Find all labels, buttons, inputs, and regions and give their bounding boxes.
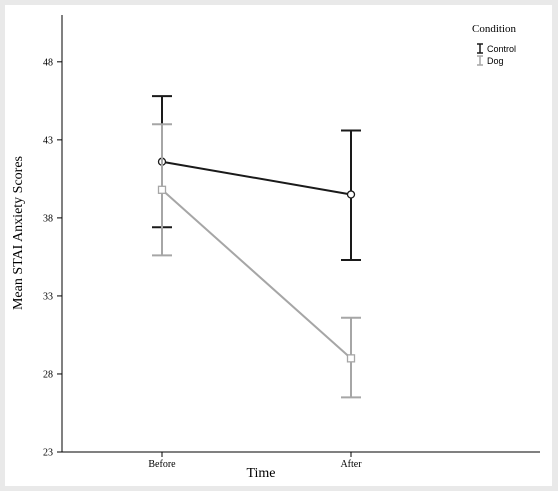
y-tick-label: 43 [43,135,53,146]
series-dog [152,123,361,399]
y-tick-label: 28 [43,369,53,380]
y-tick-label: 33 [43,291,53,302]
legend-item-control: Control [477,43,516,54]
legend-label: Dog [487,56,504,66]
series-line [161,160,352,196]
data-point [157,185,167,194]
legend: Condition Control Dog [472,23,517,66]
series-line [161,189,352,360]
line-chart: 23 28 33 38 43 48 Before After Time Mean STAI … [11,15,540,481]
error-bar-icon [477,55,483,66]
legend-items: Control Dog [477,43,516,66]
legend-item-dog: Dog [477,55,504,66]
x-ticks: Before After [148,452,362,470]
x-tick-label: After [340,459,362,470]
x-tick-label: Before [148,459,176,470]
chart-frame: 23 28 33 38 43 48 Before After Time Mean STAI … [5,5,552,486]
y-ticks: 23 28 33 38 43 48 [43,57,62,459]
y-tick-label: 48 [43,57,53,68]
y-tick-label: 23 [43,448,53,459]
series-control [152,95,361,262]
x-axis-title: Time [246,466,275,481]
data-point [346,190,356,199]
y-tick-label: 38 [43,213,53,224]
legend-title: Condition [472,23,517,35]
series-layer [152,95,361,399]
y-axis-title: Mean STAI Anxiety Scores [11,156,26,310]
legend-label: Control [487,44,516,54]
axes [61,15,540,453]
error-bar-icon [477,43,483,54]
data-point [346,354,356,363]
